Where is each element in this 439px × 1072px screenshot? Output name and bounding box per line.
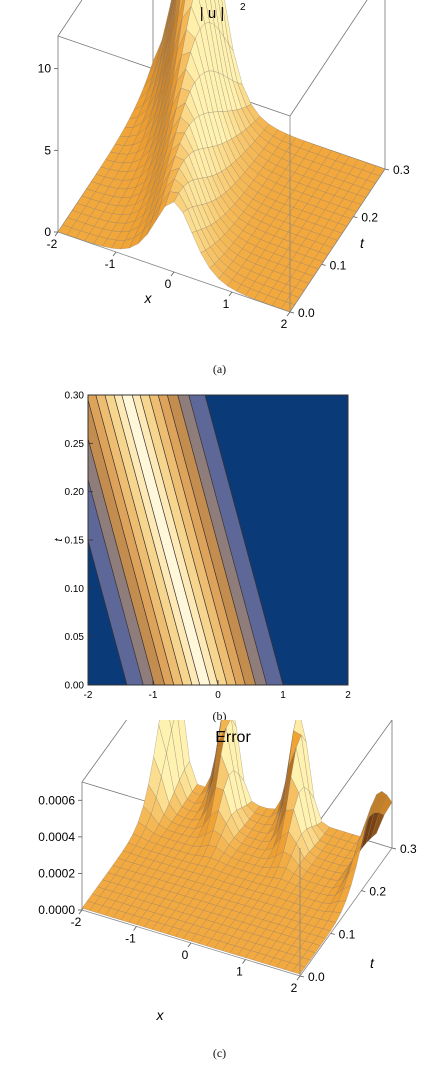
x-tick-mark: [229, 292, 232, 296]
t-tick-mark: [331, 933, 335, 934]
t-tick-label: 0.0: [308, 970, 325, 984]
t-tick-mark: [322, 264, 326, 265]
t-tick-label: 0.0: [298, 306, 315, 320]
t-tick-label: 0.1: [330, 258, 347, 272]
t-tick-label: 0.10: [65, 584, 85, 595]
t-tick-label: 0.30: [65, 391, 85, 402]
plot-title: | u |: [200, 5, 224, 22]
x-tick-label: -2: [84, 690, 93, 701]
x-tick-mark: [79, 910, 82, 914]
t-tick-mark: [290, 312, 294, 313]
z-tick-label: 5: [44, 143, 51, 157]
x-tick-label: 2: [345, 690, 351, 701]
panel-c: -2 -1 0 1 2 0.0 0.1 0.2 0.3 0.0000 0.0002 0.0004 0.0…: [0, 720, 439, 1067]
t-tick-mark: [361, 891, 365, 892]
z-tick-label: 0.0000: [38, 903, 75, 917]
box-edge: [290, 0, 385, 116]
t-tick-label: 0.25: [65, 439, 85, 450]
t-tick-label: 0.1: [339, 927, 356, 941]
t-tick-label: 0.05: [65, 632, 85, 643]
t-axis-label: t: [370, 955, 375, 971]
surface-plot-c: -2 -1 0 1 2 0.0 0.1 0.2 0.3 0.0000 0.0002 0.0004 0.0…: [0, 720, 439, 1067]
caption-a: (a): [0, 362, 439, 377]
t-tick-mark: [392, 848, 396, 849]
plot-title: Error: [215, 729, 251, 746]
box-edge: [58, 0, 153, 36]
plot-title-superscript: 2: [240, 2, 246, 13]
x-axis-label: x: [144, 290, 153, 306]
z-tick-label: 10: [38, 62, 52, 76]
t-axis-label: t: [53, 538, 65, 542]
x-axis-label: x: [156, 1007, 165, 1023]
x-tick-label: 1: [236, 965, 243, 979]
t-tick-mark: [385, 169, 389, 170]
x-tick-label: 2: [281, 317, 288, 331]
x-tick-mark: [113, 252, 116, 256]
x-tick-mark: [55, 232, 58, 236]
x-tick-label: -1: [105, 257, 116, 271]
z-tick-label: 0: [44, 225, 51, 239]
t-tick-label: 0.20: [65, 487, 85, 498]
t-tick-mark: [353, 217, 357, 218]
x-tick-mark: [297, 976, 300, 980]
x-tick-mark: [188, 943, 191, 947]
t-tick-label: 0.2: [361, 211, 378, 225]
x-tick-label: 0: [165, 277, 172, 291]
t-tick-label: 0.3: [393, 163, 410, 177]
x-tick-label: 1: [223, 297, 230, 311]
t-tick-label: 0.15: [65, 536, 85, 547]
t-tick-label: 0.00: [65, 681, 85, 692]
x-tick-label: 1: [280, 690, 286, 701]
z-tick-label: 0.0002: [38, 866, 75, 880]
z-tick-label: 0.0004: [38, 830, 75, 844]
x-tick-mark: [171, 272, 174, 276]
x-tick-label: -1: [125, 932, 136, 946]
x-tick-mark: [243, 960, 246, 964]
x-tick-mark: [134, 927, 137, 931]
x-tick-label: -2: [47, 237, 58, 251]
z-tick-label: 0.0006: [38, 793, 75, 807]
x-tick-label: 2: [291, 981, 298, 995]
surface-plot-a: -2 -1 0 1 2 0.0 0.1 0.2 0.3 0 5 10 | u | 2 x t: [0, 0, 439, 350]
x-tick-label: 0: [182, 948, 189, 962]
x-tick-label: 0: [215, 690, 221, 701]
t-tick-label: 0.2: [369, 885, 386, 899]
caption-c: (c): [0, 1046, 439, 1061]
x-tick-label: -1: [149, 690, 158, 701]
x-tick-label: -2: [71, 915, 82, 929]
t-axis-label: t: [360, 235, 365, 251]
t-tick-mark: [300, 976, 304, 977]
x-tick-mark: [287, 312, 290, 316]
t-tick-label: 0.3: [400, 842, 417, 856]
